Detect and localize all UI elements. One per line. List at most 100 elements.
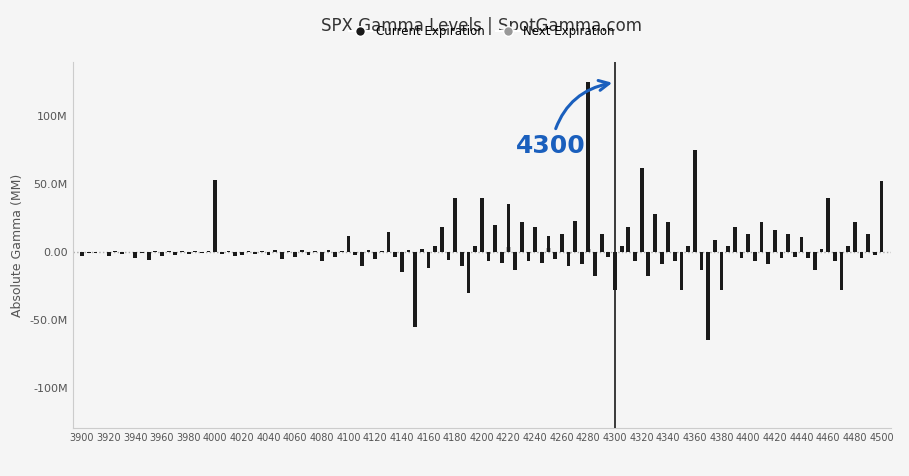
Bar bbox=[534, 228, 537, 252]
Bar bbox=[400, 252, 404, 272]
Bar bbox=[87, 252, 91, 253]
Bar bbox=[540, 252, 544, 263]
Bar bbox=[594, 252, 597, 277]
Bar bbox=[306, 252, 310, 255]
Bar bbox=[166, 251, 171, 252]
Bar bbox=[346, 236, 350, 252]
Bar bbox=[566, 252, 570, 266]
Bar bbox=[194, 251, 197, 252]
Bar bbox=[840, 252, 844, 290]
Bar bbox=[340, 251, 344, 252]
Bar bbox=[560, 249, 564, 252]
Bar bbox=[820, 248, 824, 252]
Bar bbox=[474, 247, 477, 252]
Bar bbox=[873, 252, 876, 255]
Bar bbox=[434, 247, 437, 252]
Bar bbox=[480, 198, 484, 252]
Bar bbox=[586, 82, 590, 252]
Bar bbox=[107, 252, 111, 256]
Bar bbox=[720, 252, 724, 290]
Bar bbox=[880, 181, 884, 252]
Bar bbox=[580, 252, 584, 264]
Bar bbox=[294, 252, 297, 257]
Title: SPX Gamma Levels | SpotGamma.com: SPX Gamma Levels | SpotGamma.com bbox=[321, 17, 643, 35]
Bar bbox=[494, 225, 497, 252]
Bar bbox=[493, 248, 497, 252]
Bar bbox=[806, 252, 810, 258]
Bar bbox=[274, 250, 277, 252]
Bar bbox=[640, 168, 644, 252]
Bar bbox=[760, 222, 764, 252]
Bar bbox=[286, 251, 291, 252]
Bar bbox=[146, 252, 151, 260]
Bar bbox=[654, 214, 657, 252]
Bar bbox=[514, 252, 517, 269]
Bar bbox=[180, 251, 184, 252]
Bar bbox=[220, 252, 224, 254]
Bar bbox=[526, 252, 530, 261]
Bar bbox=[580, 252, 584, 254]
Bar bbox=[846, 246, 850, 252]
Bar bbox=[226, 251, 231, 252]
Bar bbox=[833, 252, 836, 261]
Bar bbox=[154, 250, 157, 252]
Bar bbox=[240, 252, 244, 255]
Bar bbox=[520, 222, 524, 252]
Bar bbox=[414, 252, 417, 327]
Bar bbox=[593, 252, 597, 253]
Bar bbox=[753, 252, 757, 261]
Bar bbox=[460, 252, 464, 266]
Bar bbox=[486, 252, 490, 261]
Bar bbox=[366, 250, 370, 252]
Bar bbox=[266, 252, 271, 255]
Bar bbox=[606, 252, 610, 258]
Bar bbox=[134, 252, 137, 258]
Bar bbox=[713, 240, 717, 252]
Bar bbox=[646, 252, 650, 277]
Bar bbox=[546, 236, 550, 252]
Bar bbox=[853, 222, 856, 252]
Bar bbox=[506, 247, 511, 252]
Bar bbox=[693, 150, 697, 252]
Bar bbox=[566, 252, 571, 254]
Bar bbox=[546, 248, 551, 252]
Bar bbox=[526, 252, 531, 253]
Bar bbox=[520, 248, 524, 252]
Bar bbox=[554, 252, 557, 259]
Y-axis label: Absolute Gamma (MM): Absolute Gamma (MM) bbox=[11, 174, 24, 317]
Bar bbox=[320, 252, 324, 261]
Bar bbox=[826, 198, 830, 252]
Bar bbox=[574, 221, 577, 252]
Bar bbox=[686, 246, 690, 252]
Bar bbox=[206, 251, 211, 252]
Bar bbox=[614, 252, 617, 290]
Bar bbox=[374, 252, 377, 259]
Bar bbox=[300, 250, 304, 252]
Bar bbox=[386, 231, 390, 252]
Bar bbox=[406, 250, 410, 252]
Bar bbox=[600, 234, 604, 252]
Bar bbox=[634, 252, 637, 261]
Bar bbox=[186, 252, 191, 254]
Bar bbox=[486, 252, 491, 254]
Bar bbox=[573, 248, 577, 252]
Bar bbox=[620, 246, 624, 252]
Bar bbox=[660, 252, 664, 264]
Bar bbox=[746, 234, 750, 252]
Bar bbox=[426, 252, 430, 268]
Bar bbox=[793, 252, 797, 258]
Bar bbox=[766, 252, 770, 264]
Bar bbox=[560, 234, 564, 252]
Bar bbox=[160, 252, 164, 256]
Bar bbox=[680, 252, 684, 290]
Bar bbox=[114, 251, 117, 252]
Bar bbox=[860, 252, 864, 258]
Bar bbox=[800, 237, 804, 252]
Bar bbox=[120, 252, 124, 254]
Bar bbox=[334, 252, 337, 257]
Bar bbox=[234, 252, 237, 256]
Bar bbox=[260, 251, 264, 252]
Bar bbox=[394, 252, 397, 258]
Bar bbox=[866, 234, 870, 252]
Legend: Current Expiration, Next Expiration: Current Expiration, Next Expiration bbox=[344, 20, 620, 42]
